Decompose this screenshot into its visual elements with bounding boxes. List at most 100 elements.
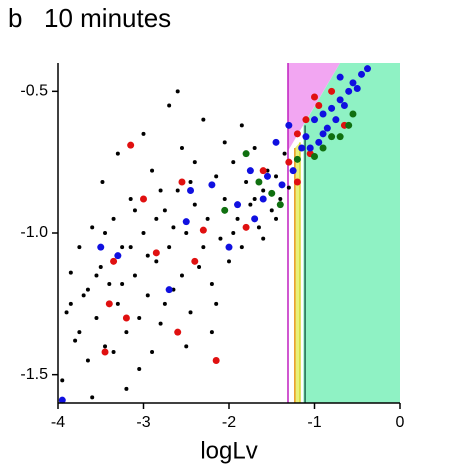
point xyxy=(124,330,129,335)
point xyxy=(328,87,336,95)
point xyxy=(154,216,159,221)
point xyxy=(242,150,250,158)
point xyxy=(154,259,159,264)
point xyxy=(182,218,190,226)
point xyxy=(349,79,357,87)
point xyxy=(252,197,257,201)
point xyxy=(81,293,86,298)
point xyxy=(137,316,142,320)
point xyxy=(122,314,130,322)
point xyxy=(94,316,99,320)
point xyxy=(188,310,193,315)
point xyxy=(128,245,133,250)
point xyxy=(111,216,116,221)
point xyxy=(167,245,172,250)
point xyxy=(120,282,125,286)
point xyxy=(222,140,227,145)
point xyxy=(175,89,180,94)
point xyxy=(259,167,267,175)
point xyxy=(162,208,167,213)
point xyxy=(192,202,197,207)
point xyxy=(336,96,344,104)
point xyxy=(201,117,206,122)
point xyxy=(298,144,306,152)
point xyxy=(332,116,340,124)
point xyxy=(85,287,90,292)
point xyxy=(132,273,137,278)
point xyxy=(251,215,259,223)
y-tick-label: -0.5 xyxy=(20,83,48,100)
point xyxy=(107,282,112,286)
point xyxy=(167,103,172,108)
point xyxy=(171,225,176,230)
point xyxy=(141,231,146,235)
point xyxy=(73,338,78,343)
point xyxy=(68,301,73,306)
point xyxy=(68,270,73,275)
point xyxy=(187,187,195,194)
region xyxy=(287,63,341,151)
point xyxy=(248,202,253,207)
point xyxy=(358,70,366,78)
point xyxy=(261,188,266,193)
point xyxy=(128,197,133,201)
point xyxy=(97,243,105,251)
point xyxy=(162,301,167,306)
point xyxy=(98,265,103,269)
point xyxy=(114,252,122,260)
point xyxy=(209,282,214,286)
point xyxy=(272,138,280,146)
point xyxy=(306,144,314,152)
point xyxy=(103,231,108,235)
point xyxy=(231,160,236,165)
point xyxy=(184,231,189,235)
x-tick-label: -3 xyxy=(136,414,150,431)
point xyxy=(158,188,163,193)
point xyxy=(150,168,155,173)
point xyxy=(192,160,197,165)
point xyxy=(269,208,274,213)
point xyxy=(174,328,182,336)
point xyxy=(340,102,348,109)
point xyxy=(145,293,150,298)
point xyxy=(201,245,206,250)
point xyxy=(345,121,353,129)
point xyxy=(158,321,163,326)
point xyxy=(124,386,129,391)
point xyxy=(77,245,82,250)
point xyxy=(311,93,318,101)
point xyxy=(64,310,69,315)
point xyxy=(268,189,276,197)
point xyxy=(319,110,327,118)
x-tick-label: -2 xyxy=(222,414,236,431)
point xyxy=(235,216,240,221)
point xyxy=(222,197,227,201)
point xyxy=(336,73,344,81)
point xyxy=(364,65,372,73)
point xyxy=(293,178,301,186)
x-tick-label: -4 xyxy=(51,414,65,431)
point xyxy=(293,130,301,138)
point xyxy=(77,330,82,335)
point xyxy=(239,123,244,128)
point xyxy=(263,172,271,180)
point xyxy=(276,201,284,209)
point xyxy=(179,146,184,150)
point xyxy=(278,197,283,201)
point xyxy=(209,330,214,335)
point xyxy=(234,201,242,209)
y-tick-label: -1.0 xyxy=(20,224,48,241)
point xyxy=(289,167,297,175)
point xyxy=(60,378,65,383)
point xyxy=(231,231,236,235)
point xyxy=(165,286,173,294)
region xyxy=(294,142,300,404)
point xyxy=(274,216,279,221)
point xyxy=(184,344,189,349)
point xyxy=(244,180,249,184)
point xyxy=(293,155,301,163)
point xyxy=(85,358,90,363)
point xyxy=(319,144,327,152)
point xyxy=(261,236,266,241)
point xyxy=(58,396,66,404)
